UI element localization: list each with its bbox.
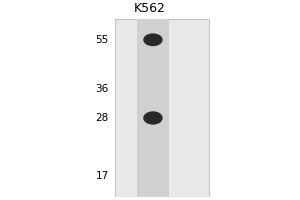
Ellipse shape: [143, 111, 163, 125]
Bar: [137, 19, 169, 197]
Ellipse shape: [143, 33, 163, 46]
Text: K562: K562: [134, 2, 166, 15]
Text: 17: 17: [95, 171, 109, 181]
Text: 55: 55: [95, 35, 109, 45]
Bar: [115, 19, 209, 197]
Text: 28: 28: [95, 113, 109, 123]
Text: 36: 36: [95, 84, 109, 94]
